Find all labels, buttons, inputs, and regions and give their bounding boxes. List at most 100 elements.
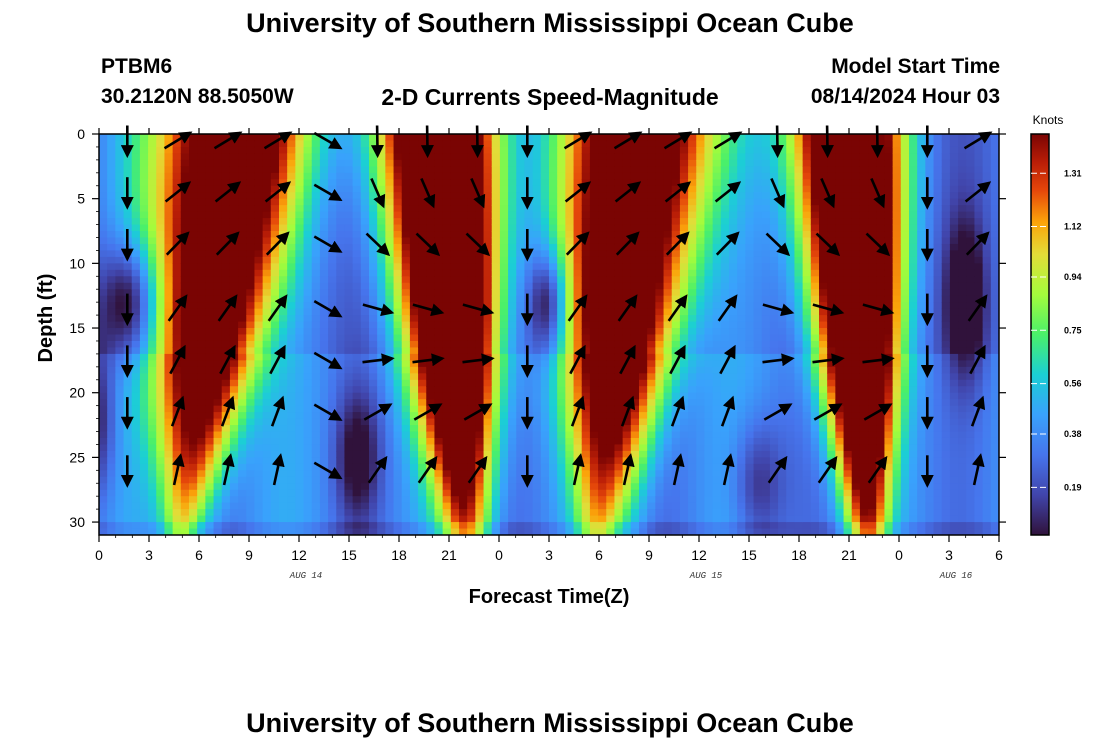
heatmap-cell <box>303 515 313 523</box>
heatmap-cell <box>189 302 198 310</box>
heatmap-cell <box>344 502 354 510</box>
heatmap-cell <box>238 522 247 530</box>
heatmap-cell <box>99 373 108 381</box>
heatmap-cell <box>148 412 157 420</box>
heatmap-cell <box>180 308 190 316</box>
heatmap-cell <box>115 146 125 155</box>
heatmap-cell <box>450 347 460 355</box>
heatmap-cell <box>156 373 166 381</box>
heatmap-cell <box>475 282 485 290</box>
heatmap-cell <box>696 231 706 239</box>
heatmap-cell <box>655 373 665 381</box>
heatmap-cell <box>712 515 722 523</box>
heatmap-cell <box>139 243 149 252</box>
heatmap-cell <box>213 399 223 407</box>
heatmap-cell <box>254 263 264 271</box>
heatmap-cell <box>549 289 558 297</box>
heatmap-cell <box>516 250 526 258</box>
heatmap-cell <box>369 205 378 213</box>
heatmap-cell <box>524 418 534 426</box>
heatmap-cell <box>131 392 141 400</box>
heatmap-cell <box>499 205 509 213</box>
heatmap-cell <box>639 146 648 155</box>
heatmap-cell <box>630 289 640 297</box>
heatmap-cell <box>360 321 370 329</box>
heatmap-cell <box>491 315 501 323</box>
heatmap-cell <box>499 418 509 426</box>
heatmap-cell <box>442 172 452 180</box>
heatmap-cell <box>238 211 247 219</box>
heatmap-cell <box>622 334 632 342</box>
heatmap-cell <box>704 470 714 478</box>
heatmap-cell <box>647 509 656 517</box>
heatmap-cell <box>393 502 403 510</box>
heatmap-cell <box>499 218 509 226</box>
heatmap-cell <box>565 198 575 206</box>
heatmap-cell <box>663 302 673 310</box>
heatmap-cell <box>336 134 346 142</box>
heatmap-cell <box>385 185 395 193</box>
heatmap-cell <box>655 179 665 187</box>
heatmap-cell <box>630 373 640 381</box>
heatmap-cell <box>663 218 673 226</box>
heatmap-cell <box>287 308 296 316</box>
heatmap-cell <box>336 237 346 245</box>
heatmap-cell <box>360 457 370 465</box>
heatmap-cell <box>270 218 280 226</box>
heatmap-cell <box>426 347 436 355</box>
heatmap-cell <box>164 392 174 400</box>
heatmap-cell <box>630 483 640 491</box>
heatmap-cell <box>459 489 468 497</box>
heatmap-cell <box>753 269 763 277</box>
heatmap-cell <box>549 237 558 245</box>
heatmap-cell <box>589 218 599 226</box>
heatmap-cell <box>401 366 411 374</box>
heatmap-cell <box>508 276 517 284</box>
heatmap-cell <box>426 340 436 349</box>
heatmap-cell <box>696 295 706 303</box>
heatmap-cell <box>532 134 542 142</box>
heatmap-cell <box>189 386 198 394</box>
heatmap-cell <box>565 437 575 446</box>
heatmap-cell <box>311 334 321 342</box>
heatmap-cell <box>442 425 452 433</box>
heatmap-cell <box>696 463 706 471</box>
heatmap-cell <box>532 172 542 180</box>
heatmap-cell <box>499 146 509 155</box>
heatmap-cell <box>270 231 280 239</box>
heatmap-cell <box>213 334 223 342</box>
heatmap-cell <box>565 328 575 336</box>
heatmap-cell <box>254 224 264 232</box>
heatmap-cell <box>491 269 501 277</box>
heatmap-cell <box>450 179 460 187</box>
heatmap-cell <box>172 379 182 387</box>
heatmap-cell <box>434 431 444 439</box>
heatmap-cell <box>459 405 468 413</box>
heatmap-cell <box>385 179 395 187</box>
heatmap-cell <box>172 522 182 530</box>
heatmap-cell <box>205 379 215 387</box>
heatmap-cell <box>107 334 116 342</box>
heatmap-cell <box>401 412 411 420</box>
heatmap-cell <box>139 515 149 523</box>
heatmap-cell <box>475 360 485 368</box>
heatmap-cell <box>434 437 444 446</box>
heatmap-cell <box>524 386 534 394</box>
heatmap-cell <box>311 502 321 510</box>
heatmap-cell <box>720 276 730 284</box>
heatmap-cell <box>221 295 231 303</box>
heatmap-cell <box>483 515 493 523</box>
heatmap-cell <box>156 392 166 400</box>
heatmap-cell <box>352 405 362 413</box>
heatmap-cell <box>287 386 296 394</box>
heatmap-cell <box>369 140 378 148</box>
heatmap-cell <box>180 444 190 452</box>
heatmap-cell <box>573 146 583 155</box>
heatmap-cell <box>524 425 534 433</box>
heatmap-cell <box>238 159 247 167</box>
heatmap-cell <box>483 457 493 465</box>
heatmap-cell <box>655 431 665 439</box>
heatmap-cell <box>319 282 329 290</box>
heatmap-cell <box>647 166 656 174</box>
heatmap-cell <box>540 192 550 200</box>
